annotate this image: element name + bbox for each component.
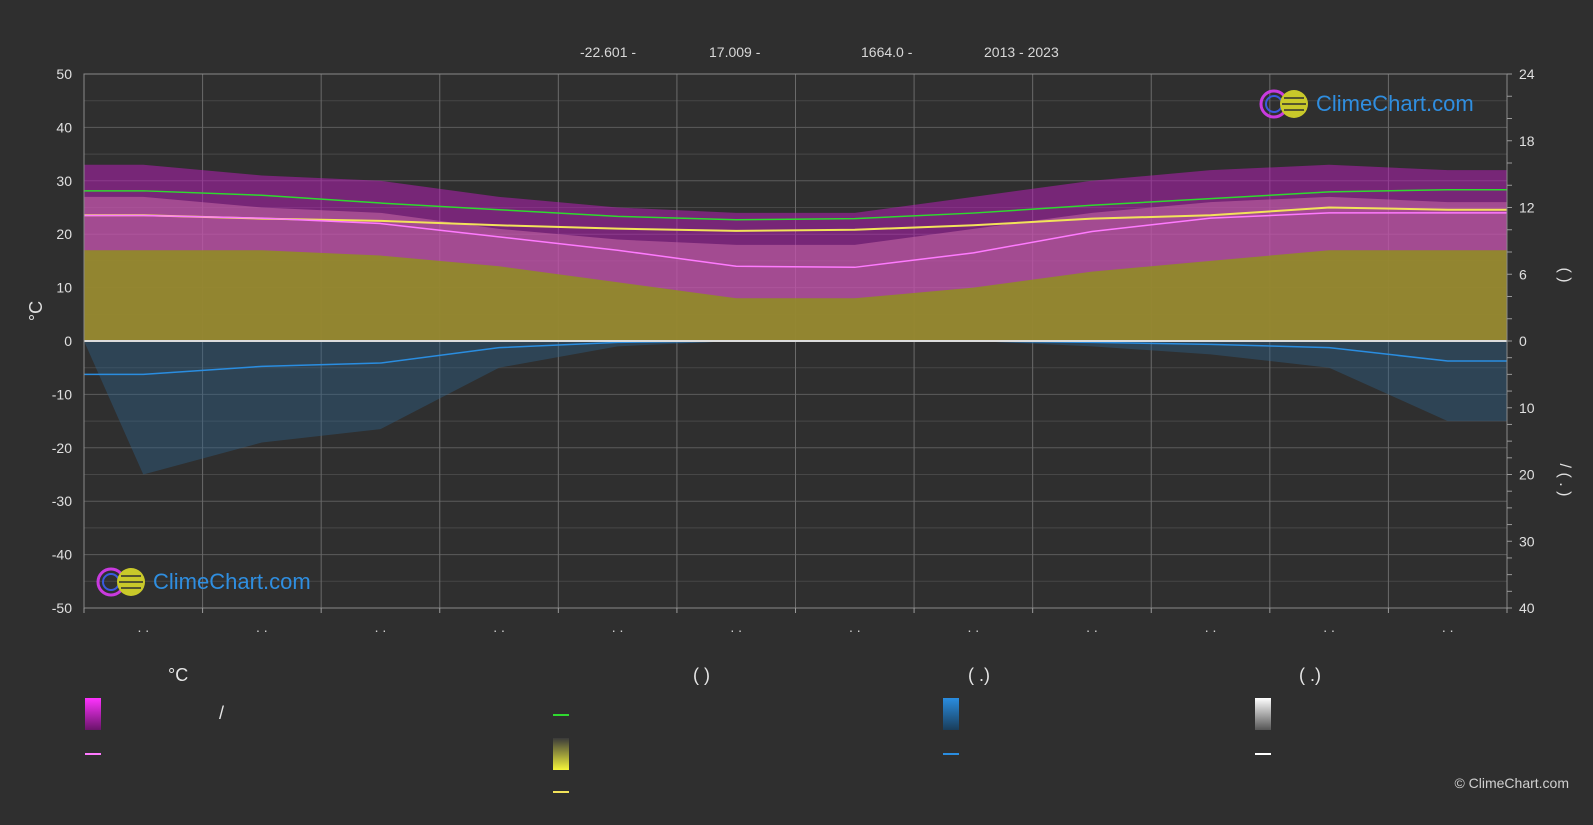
climechart-logo-icon <box>96 567 145 597</box>
x-tick-label: . . <box>612 619 624 635</box>
x-tick-label: . . <box>375 619 387 635</box>
legend-heading-rain: ( .) <box>968 665 990 685</box>
x-tick-label: . . <box>256 619 268 635</box>
legend-heading-snow: ( .) <box>1299 665 1321 685</box>
legend-swatch-snow-band <box>1255 698 1271 730</box>
legend-heading-sun: ( ) <box>693 665 710 685</box>
right-bottom-tick-label: 20 <box>1519 467 1535 483</box>
x-tick-label: . . <box>137 619 149 635</box>
left-axis-label: °C <box>26 301 46 321</box>
climechart-logo-icon <box>1259 89 1308 119</box>
left-tick-label: -50 <box>52 600 72 616</box>
chart-bands <box>84 164 1507 475</box>
header-years: 2013 - 2023 <box>984 44 1059 60</box>
x-tick-label: . . <box>1323 619 1335 635</box>
x-tick-label: . . <box>1205 619 1217 635</box>
header-longitude: 17.009 - <box>709 44 761 60</box>
x-tick-label: . . <box>730 619 742 635</box>
left-tick-label: 10 <box>56 280 72 296</box>
left-tick-label: 20 <box>56 226 72 242</box>
avg-temp-line <box>84 212 1507 269</box>
right-top-tick-label: 24 <box>1519 66 1535 82</box>
watermark-logo-top: ClimeChart.com <box>1258 88 1474 120</box>
sunshine-band <box>84 250 1507 341</box>
right-top-tick-label: 18 <box>1519 133 1535 149</box>
chart-lines <box>84 188 1507 376</box>
left-tick-label: 50 <box>56 66 72 82</box>
legend-swatch-max-min <box>85 698 101 730</box>
legend-swatch-sunshine-band <box>553 738 569 770</box>
left-tick-label: 40 <box>56 119 72 135</box>
rain-band <box>84 341 1507 475</box>
left-tick-label: -20 <box>52 440 72 456</box>
right-bottom-tick-label: 40 <box>1519 600 1535 616</box>
x-tick-label: . . <box>1086 619 1098 635</box>
left-tick-label: 30 <box>56 173 72 189</box>
x-tick-label: . . <box>849 619 861 635</box>
legend-range-slash: / <box>219 703 225 723</box>
daylight-line <box>84 188 1507 221</box>
left-tick-label: -30 <box>52 493 72 509</box>
x-tick-label: . . <box>1442 619 1454 635</box>
x-tick-label: . . <box>968 619 980 635</box>
chart-axes: -50 -40 -30 -20 -10 0 10 20 30 40 50 °C 0 6 12 18 24 10 20… <box>26 66 1573 635</box>
watermark-logo-bottom: ClimeChart.com <box>95 566 311 598</box>
legend-swatches <box>85 698 1271 793</box>
left-tick-label: -10 <box>52 386 72 402</box>
x-tick-label: . . <box>493 619 505 635</box>
legend-swatch-rain-band <box>943 698 959 730</box>
header-elevation: 1664.0 - <box>861 44 913 60</box>
right-top-tick-label: 12 <box>1519 200 1535 216</box>
left-tick-label: 0 <box>64 333 72 349</box>
right-bottom-axis-label: / ( . ) <box>1556 464 1573 497</box>
legend-heading-temperature: °C <box>168 665 189 685</box>
copyright: © ClimeChart.com <box>1454 775 1569 791</box>
watermark-text: ClimeChart.com <box>1316 91 1474 116</box>
left-tick-label: -40 <box>52 547 72 563</box>
right-top-tick-label: 0 <box>1519 333 1527 349</box>
right-top-axis-label: ( ) <box>1556 267 1573 282</box>
right-bottom-tick-label: 10 <box>1519 400 1535 416</box>
right-top-tick-label: 6 <box>1519 266 1527 282</box>
header-latitude: -22.601 - <box>580 44 637 60</box>
right-bottom-tick-label: 30 <box>1519 533 1535 549</box>
watermark-text: ClimeChart.com <box>153 569 311 594</box>
